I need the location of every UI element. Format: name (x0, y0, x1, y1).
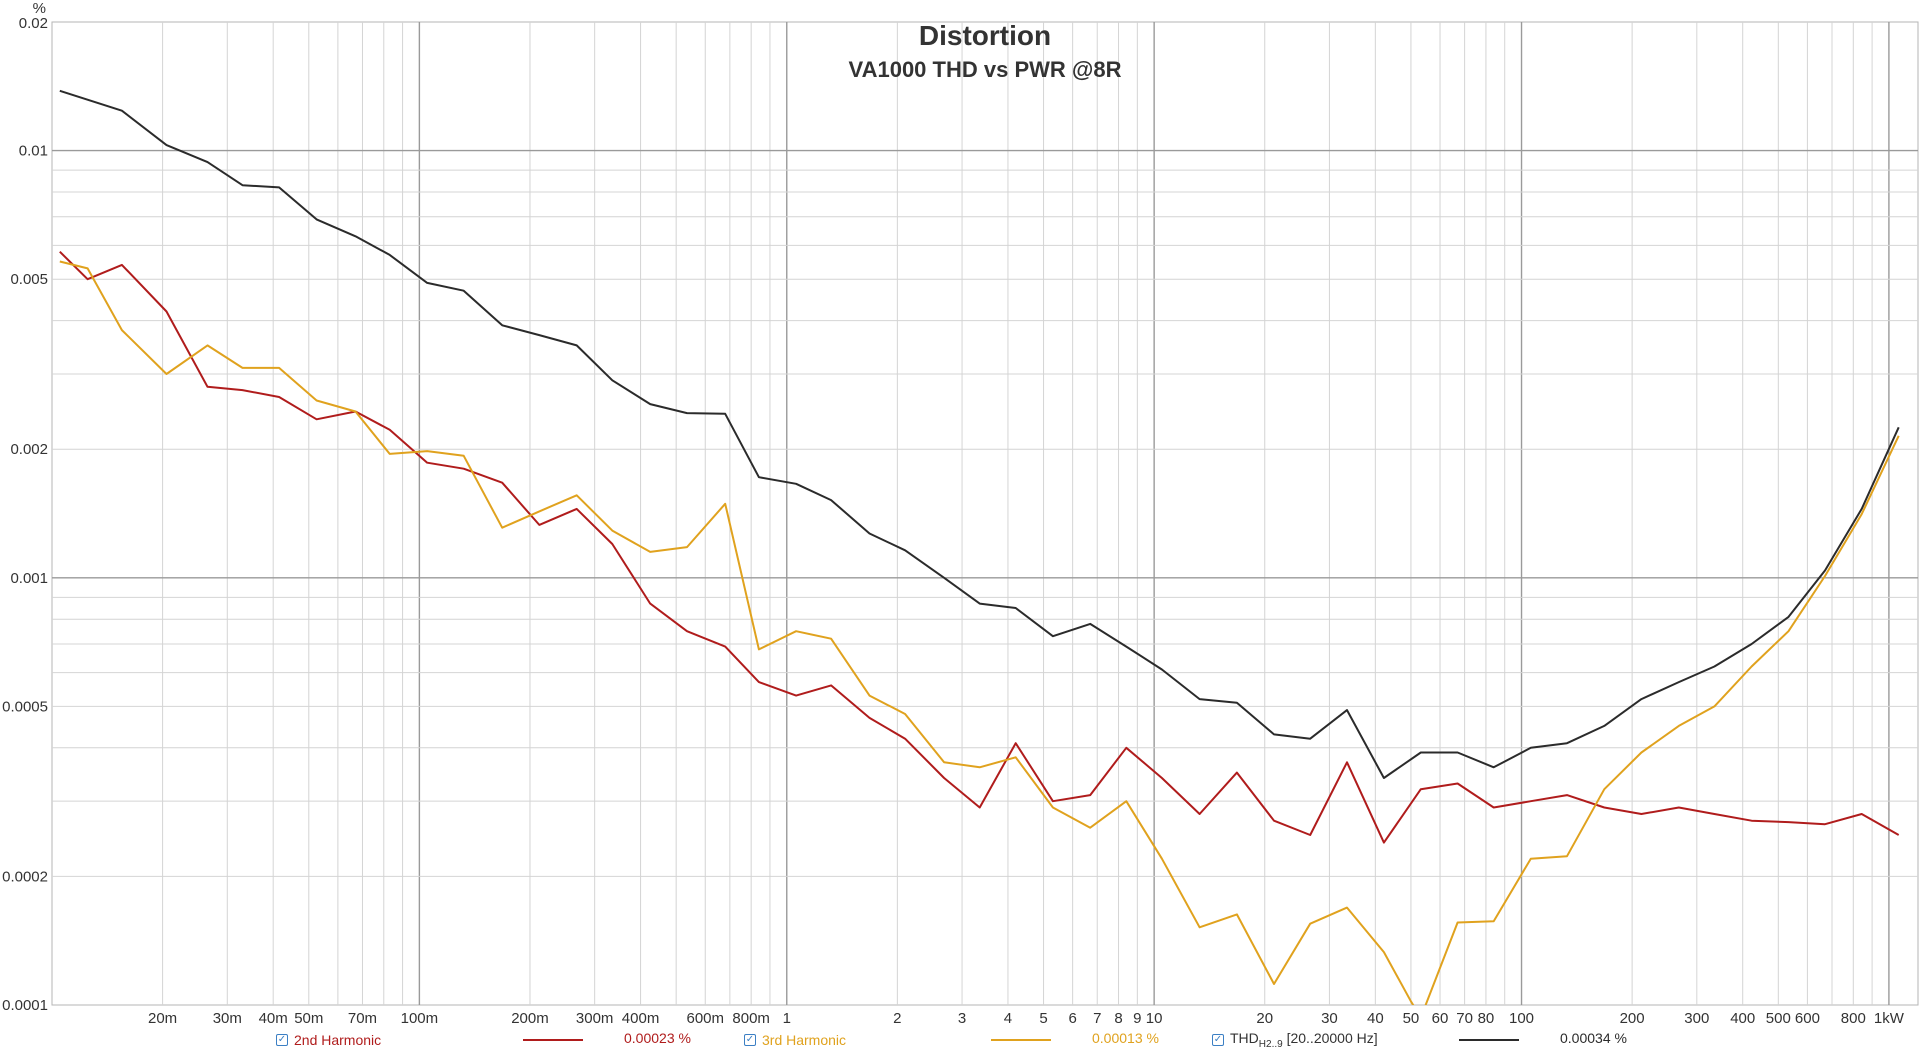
x-tick-label: 100m (401, 1010, 439, 1027)
x-tick-label: 6 (1068, 1010, 1076, 1027)
axis-labels: 20m 30m 40m 50m 70m 100m 200m 300m 400m 600m 800m 1… (2, 15, 1905, 1027)
series-line-thd (59, 89, 1900, 779)
plot-frame (51, 21, 1919, 1006)
checkbox-icon[interactable]: ✓ (744, 1033, 756, 1046)
x-tick-label: 5 (1039, 1010, 1047, 1027)
x-tick-label: 20m (148, 1010, 177, 1027)
legend-label-thd-sub: H2..9 (1258, 1038, 1283, 1049)
x-tick-label: 30m (213, 1010, 242, 1027)
y-tick-label: 0.01 (19, 143, 48, 160)
x-tick-label: 3 (958, 1010, 966, 1027)
y-tick-label: 0.0005 (2, 698, 48, 715)
legend-label-3rd-harmonic: 3rd Harmonic (762, 1031, 847, 1048)
x-tick-label: 60 (1432, 1010, 1449, 1027)
x-tick-label: 1 (783, 1010, 791, 1027)
legend-value-3rd-harmonic: 0.00013 % (1092, 1030, 1159, 1046)
legend-swatch-thd (1459, 1039, 1519, 1041)
x-tick-label: 50 (1403, 1010, 1420, 1027)
x-tick-label: 400 (1730, 1010, 1755, 1027)
x-tick-label: 300 (1684, 1010, 1709, 1027)
legend-value-2nd-harmonic: 0.00023 % (624, 1030, 691, 1046)
legend-item-3rd-harmonic[interactable]: ✓ 3rd Harmonic (744, 1030, 846, 1049)
y-tick-label: 0.02 (19, 15, 48, 32)
legend-value-thd: 0.00034 % (1560, 1030, 1627, 1046)
series-layer (59, 89, 1900, 1005)
x-tick-label: 4 (1004, 1010, 1012, 1027)
x-tick-label: 200 (1620, 1010, 1645, 1027)
legend-label-2nd-harmonic: 2nd Harmonic (294, 1031, 382, 1048)
legend: ✓ 2nd Harmonic 0.00023 % ✓ 3rd Harmonic … (0, 1030, 1920, 1049)
y-tick-label: 0.002 (10, 441, 48, 458)
y-tick-label: 0.001 (10, 570, 48, 587)
y-tick-label: 0.005 (10, 271, 48, 288)
series-line-3rd-harmonic (59, 260, 1900, 1005)
x-tick-label: 70 (1456, 1010, 1473, 1027)
x-tick-label: 600m (686, 1010, 724, 1027)
x-tick-label: 500 (1766, 1010, 1791, 1027)
x-tick-label: 70m (348, 1010, 377, 1027)
x-tick-label: 300m (576, 1010, 614, 1027)
x-tick-label: 80 (1478, 1010, 1495, 1027)
x-tick-label: 800m (732, 1010, 770, 1027)
series-line-2nd-harmonic (59, 250, 1900, 844)
legend-label-thd-suffix: [20..20000 Hz] (1282, 1029, 1378, 1046)
x-tick-label: 600 (1795, 1010, 1820, 1027)
legend-swatch-2nd-harmonic (523, 1039, 583, 1041)
y-tick-label: 0.0002 (2, 868, 48, 885)
y-axis-unit-label: % (33, 0, 46, 17)
legend-label-thd: THDH2..9 [20..20000 Hz] (1230, 1030, 1378, 1049)
x-tick-label: 40m (259, 1010, 288, 1027)
chart-title: Distortion (919, 20, 1051, 51)
legend-swatch-3rd-harmonic (991, 1039, 1051, 1041)
x-tick-label: 200m (511, 1010, 549, 1027)
x-tick-label: 10 (1146, 1010, 1163, 1027)
chart-subtitle: VA1000 THD vs PWR @8R (849, 57, 1122, 82)
x-tick-label: 100 (1509, 1010, 1534, 1027)
y-tick-label: 0.0001 (2, 997, 48, 1014)
x-tick-label: 40 (1367, 1010, 1384, 1027)
legend-item-2nd-harmonic[interactable]: ✓ 2nd Harmonic (276, 1030, 381, 1049)
x-tick-label: 50m (294, 1010, 323, 1027)
x-tick-label: 7 (1093, 1010, 1101, 1027)
checkbox-icon[interactable]: ✓ (276, 1033, 288, 1046)
x-tick-label: 20 (1256, 1010, 1273, 1027)
checkbox-icon[interactable]: ✓ (1212, 1033, 1224, 1046)
legend-item-thd[interactable]: ✓ THDH2..9 [20..20000 Hz] (1212, 1030, 1378, 1049)
x-tick-label: 2 (893, 1010, 901, 1027)
grid (51, 21, 1919, 1006)
x-tick-label: 400m (622, 1010, 660, 1027)
x-tick-label: 800 (1841, 1010, 1866, 1027)
legend-label-thd-name: THD (1230, 1029, 1259, 1046)
x-tick-label: 30 (1321, 1010, 1338, 1027)
x-tick-label: 9 (1133, 1010, 1141, 1027)
x-tick-label: 1kW (1874, 1010, 1905, 1027)
x-tick-label: 8 (1114, 1010, 1122, 1027)
